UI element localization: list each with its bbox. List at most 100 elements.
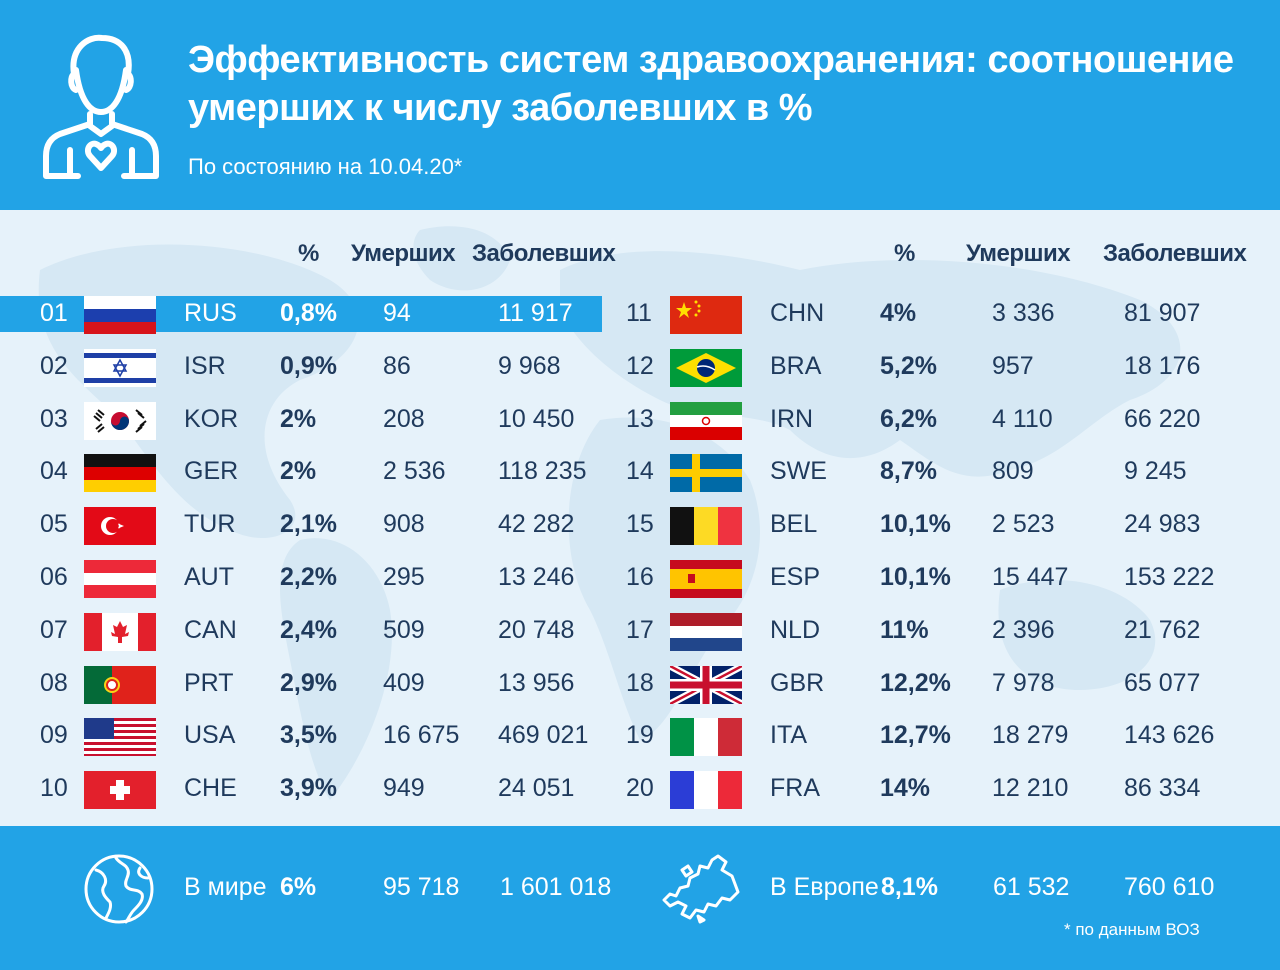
row-pct: 6,2% bbox=[880, 405, 937, 433]
row-pct: 2,1% bbox=[280, 510, 337, 538]
row-cases: 10 450 bbox=[498, 405, 575, 433]
europe-map-icon bbox=[662, 854, 740, 924]
row-pct: 2% bbox=[280, 457, 317, 485]
row-cases: 66 220 bbox=[1124, 405, 1201, 433]
country-code: KOR bbox=[184, 405, 239, 433]
flag-che-icon bbox=[84, 771, 156, 809]
country-code: GER bbox=[184, 457, 239, 485]
footnote: * по данным ВОЗ bbox=[1064, 920, 1200, 939]
country-code: GBR bbox=[770, 669, 825, 697]
totals-cases: 760 610 bbox=[1124, 873, 1215, 901]
row-pct: 2,4% bbox=[280, 616, 337, 644]
country-code: ITA bbox=[770, 721, 808, 749]
person-heart-icon bbox=[43, 34, 159, 179]
row-deaths: 509 bbox=[383, 616, 425, 644]
flag-irn-icon bbox=[670, 402, 742, 440]
flag-nld-icon bbox=[670, 613, 742, 651]
row-pct: 4% bbox=[880, 299, 917, 327]
row-deaths: 2 523 bbox=[992, 510, 1055, 538]
country-code: BEL bbox=[770, 510, 818, 538]
row-rank: 16 bbox=[626, 563, 654, 591]
row-rank: 15 bbox=[626, 510, 654, 538]
country-code: SWE bbox=[770, 457, 827, 485]
col-header-pct-right: % bbox=[894, 240, 915, 267]
flag-swe-icon bbox=[670, 454, 742, 492]
flag-aut-icon bbox=[84, 560, 156, 598]
row-rank: 20 bbox=[626, 774, 654, 802]
flag-chn-icon bbox=[670, 296, 742, 334]
country-code: PRT bbox=[184, 669, 234, 697]
row-rank: 13 bbox=[626, 405, 654, 433]
country-code: TUR bbox=[184, 510, 236, 538]
row-deaths: 16 675 bbox=[383, 721, 460, 749]
flag-esp-icon bbox=[670, 560, 742, 598]
row-rank: 04 bbox=[40, 457, 68, 485]
totals-deaths: 61 532 bbox=[993, 873, 1070, 901]
row-cases: 18 176 bbox=[1124, 352, 1201, 380]
row-deaths: 908 bbox=[383, 510, 425, 538]
col-header-pct-left: % bbox=[298, 240, 319, 267]
row-pct: 3,5% bbox=[280, 721, 337, 749]
row-rank: 05 bbox=[40, 510, 68, 538]
flag-bra-icon bbox=[670, 349, 742, 387]
row-deaths: 4 110 bbox=[992, 405, 1053, 433]
country-code: BRA bbox=[770, 352, 822, 380]
row-deaths: 949 bbox=[383, 774, 425, 802]
country-code: CHE bbox=[184, 774, 237, 802]
row-pct: 0,9% bbox=[280, 352, 337, 380]
row-rank: 08 bbox=[40, 669, 68, 697]
flag-fra-icon bbox=[670, 771, 742, 809]
flag-gbr-icon bbox=[670, 666, 742, 704]
row-deaths: 18 279 bbox=[992, 721, 1069, 749]
row-deaths: 208 bbox=[383, 405, 425, 433]
row-cases: 143 626 bbox=[1124, 721, 1215, 749]
row-pct: 3,9% bbox=[280, 774, 337, 802]
row-pct: 8,7% bbox=[880, 457, 937, 485]
country-code: USA bbox=[184, 721, 236, 749]
row-cases: 21 762 bbox=[1124, 616, 1201, 644]
row-rank: 17 bbox=[626, 616, 654, 644]
row-rank: 14 bbox=[626, 457, 654, 485]
row-deaths: 295 bbox=[383, 563, 425, 591]
country-code: RUS bbox=[184, 299, 237, 327]
row-rank: 02 bbox=[40, 352, 68, 380]
country-code: NLD bbox=[770, 616, 821, 644]
row-rank: 07 bbox=[40, 616, 68, 644]
country-code: FRA bbox=[770, 774, 820, 802]
row-deaths: 3 336 bbox=[992, 299, 1055, 327]
globe-icon bbox=[84, 854, 154, 924]
flag-isr-icon bbox=[84, 349, 156, 387]
row-cases: 13 956 bbox=[498, 669, 575, 697]
page-title: Эффективность систем здравоохранения: со… bbox=[188, 36, 1248, 132]
row-cases: 9 245 bbox=[1124, 457, 1187, 485]
row-deaths: 409 bbox=[383, 669, 425, 697]
flag-kor-icon bbox=[84, 402, 156, 440]
row-rank: 11 bbox=[626, 299, 652, 327]
row-cases: 81 907 bbox=[1124, 299, 1201, 327]
row-cases: 9 968 bbox=[498, 352, 561, 380]
row-deaths: 86 bbox=[383, 352, 411, 380]
row-cases: 24 051 bbox=[498, 774, 575, 802]
row-pct: 14% bbox=[880, 774, 931, 802]
flag-usa-icon bbox=[84, 718, 156, 756]
row-rank: 01 bbox=[40, 299, 68, 327]
row-deaths: 12 210 bbox=[992, 774, 1069, 802]
row-rank: 06 bbox=[40, 563, 68, 591]
row-pct: 12,7% bbox=[880, 721, 951, 749]
flag-bel-icon bbox=[670, 507, 742, 545]
row-cases: 20 748 bbox=[498, 616, 575, 644]
flag-tur-icon bbox=[84, 507, 156, 545]
row-pct: 10,1% bbox=[880, 510, 951, 538]
row-cases: 65 077 bbox=[1124, 669, 1201, 697]
row-deaths: 7 978 bbox=[992, 669, 1055, 697]
row-pct: 2,9% bbox=[280, 669, 337, 697]
flag-prt-icon bbox=[84, 666, 156, 704]
row-deaths: 2 536 bbox=[383, 457, 446, 485]
flag-can-icon bbox=[84, 613, 156, 651]
row-pct: 5,2% bbox=[880, 352, 937, 380]
country-code: IRN bbox=[770, 405, 814, 433]
flag-ger-icon bbox=[84, 454, 156, 492]
row-pct: 11% bbox=[880, 616, 929, 644]
footer-totals: В мире 6% 95 718 1 601 018 В Европе 8,1% 61 53… bbox=[0, 826, 1280, 970]
country-code: ESP bbox=[770, 563, 821, 591]
